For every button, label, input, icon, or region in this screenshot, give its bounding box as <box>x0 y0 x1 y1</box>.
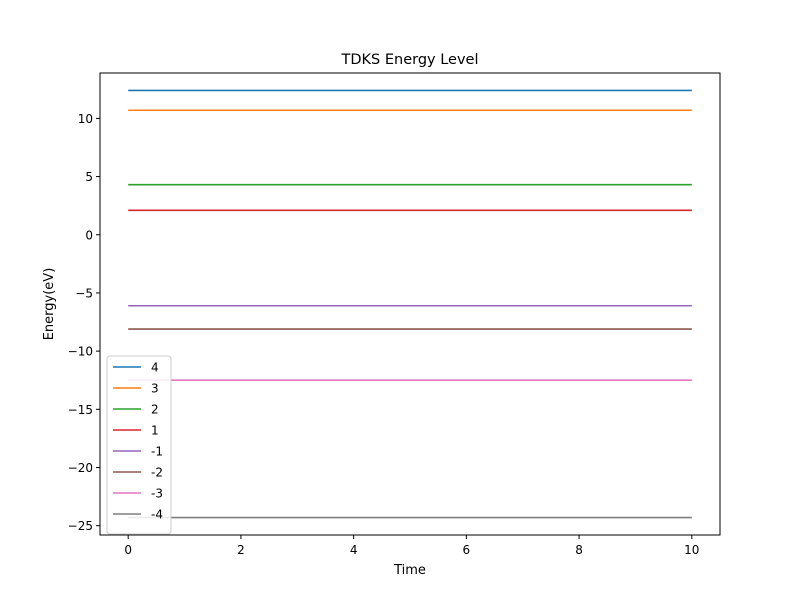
plot-area: 0 2 4 6 8 10 −25 −20 −15 −10 −5 0 5 10 <box>68 72 721 557</box>
legend-box <box>106 355 172 535</box>
chart-title: TDKS Energy Level <box>341 52 479 68</box>
x-tick-label: 6 <box>463 543 471 557</box>
legend-label: 4 <box>151 361 159 375</box>
legend-label: 3 <box>151 382 159 396</box>
x-tick-label: 10 <box>684 543 699 557</box>
x-tick-label: 8 <box>575 543 583 557</box>
legend-label: -3 <box>151 487 163 501</box>
y-tick-label: −20 <box>68 461 93 475</box>
legend-label: -2 <box>151 466 163 480</box>
legend-label: 1 <box>151 424 159 438</box>
y-tick-label: 5 <box>85 170 93 184</box>
y-tick-label: −25 <box>68 519 93 533</box>
legend-label: -1 <box>151 445 163 459</box>
y-axis-label: Energy(eV) <box>42 268 57 341</box>
x-axis-label: Time <box>393 563 426 578</box>
x-tick-label: 2 <box>237 543 245 557</box>
y-tick-label: 0 <box>85 228 93 242</box>
legend: 4 3 2 1 -1 -2 -3 -4 <box>106 355 172 535</box>
y-tick-label: 10 <box>78 112 93 126</box>
y-tick-label: −5 <box>75 286 93 300</box>
axes-frame <box>99 72 721 536</box>
x-tick-label: 0 <box>124 543 132 557</box>
y-tick-label: −10 <box>68 345 93 359</box>
legend-label: -4 <box>151 508 163 522</box>
legend-label: 2 <box>151 403 159 417</box>
x-tick-label: 4 <box>350 543 358 557</box>
y-tick-label: −15 <box>68 403 93 417</box>
